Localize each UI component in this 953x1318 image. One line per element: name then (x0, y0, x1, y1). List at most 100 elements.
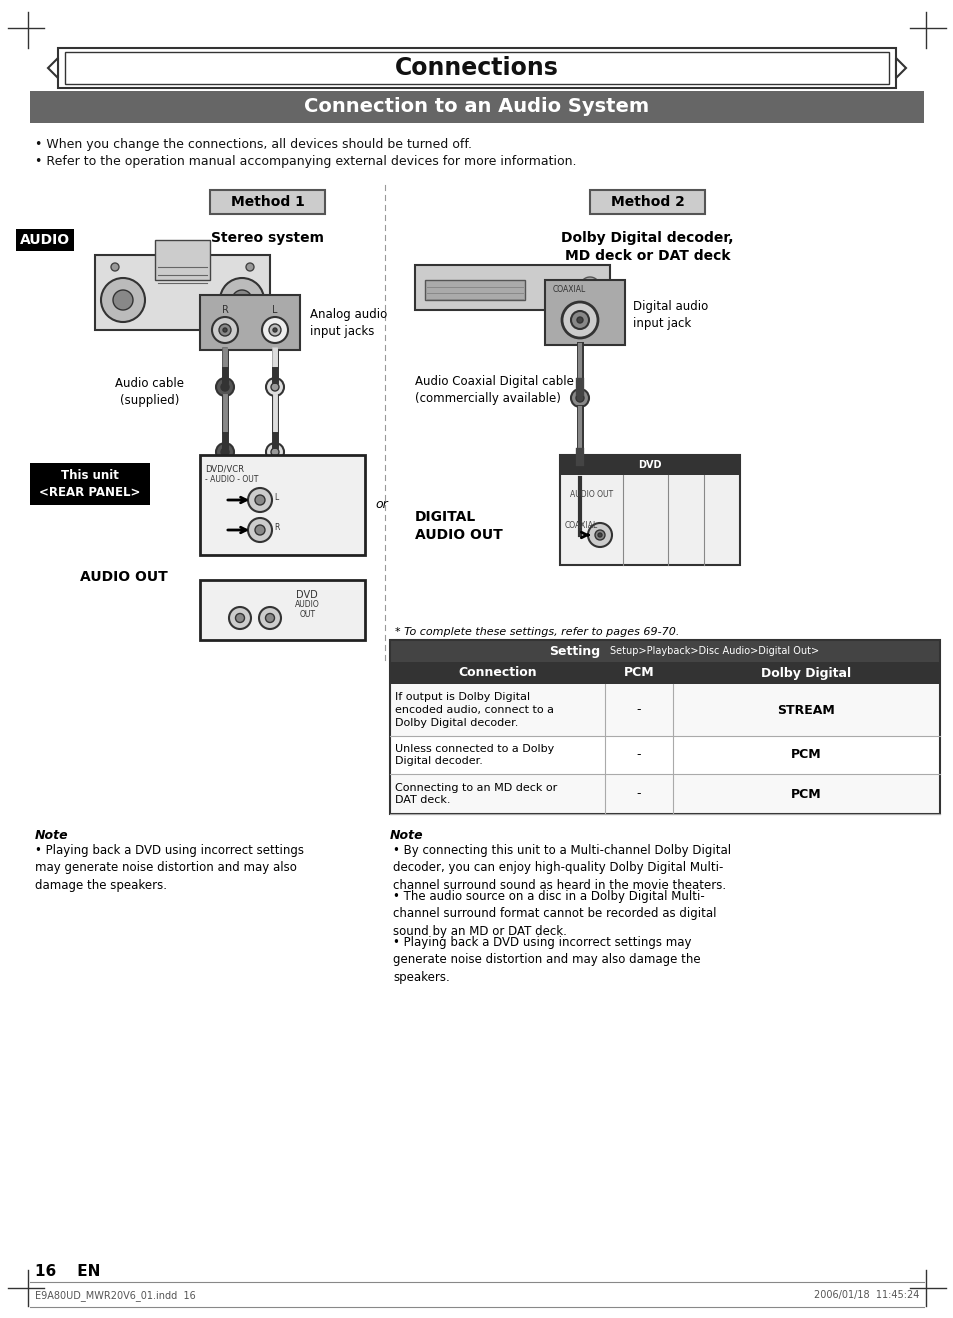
Polygon shape (48, 58, 58, 78)
Bar (200, 295, 299, 351)
Text: Dolby Digital: Dolby Digital (760, 667, 851, 680)
Text: AUDIO: AUDIO (20, 233, 70, 246)
Circle shape (577, 318, 582, 323)
Circle shape (232, 290, 252, 310)
Circle shape (571, 459, 588, 477)
Circle shape (248, 488, 272, 511)
Text: DVD: DVD (638, 460, 661, 471)
Bar (65, 51, 888, 84)
Circle shape (101, 278, 145, 322)
Text: DVD/VCR: DVD/VCR (205, 465, 244, 474)
Text: Audio cable
(supplied): Audio cable (supplied) (115, 377, 184, 407)
Circle shape (266, 443, 284, 461)
Bar (200, 580, 365, 641)
Text: -: - (636, 749, 640, 762)
Text: -: - (636, 787, 640, 800)
Text: Unless connected to a Dolby
Digital decoder.: Unless connected to a Dolby Digital deco… (395, 743, 554, 766)
Text: Note: Note (390, 829, 423, 842)
Circle shape (215, 378, 233, 395)
Polygon shape (895, 58, 905, 78)
Circle shape (595, 530, 604, 540)
Bar (415, 265, 609, 310)
Text: L: L (274, 493, 278, 502)
Text: Dolby Digital decoder,
MD deck or DAT deck: Dolby Digital decoder, MD deck or DAT de… (560, 231, 733, 264)
Circle shape (271, 448, 278, 456)
Bar (30, 91, 923, 123)
Bar (589, 190, 704, 214)
Circle shape (262, 318, 288, 343)
Bar (390, 735, 939, 774)
Text: Method 2: Method 2 (610, 195, 683, 210)
Circle shape (561, 302, 598, 337)
Text: PCM: PCM (790, 749, 821, 762)
Text: If output is Dolby Digital
encoded audio, connect to a
Dolby Digital decoder.: If output is Dolby Digital encoded audio… (395, 692, 554, 728)
Circle shape (576, 464, 583, 472)
Bar (559, 455, 740, 565)
Bar (424, 279, 524, 301)
Text: AUDIO OUT: AUDIO OUT (569, 490, 613, 500)
Text: or: or (375, 498, 387, 511)
Text: • By connecting this unit to a Multi-channel Dolby Digital
decoder, you can enjo: • By connecting this unit to a Multi-cha… (393, 844, 730, 892)
Circle shape (248, 518, 272, 542)
Circle shape (271, 384, 278, 391)
Circle shape (576, 394, 583, 402)
Bar (210, 190, 325, 214)
Bar (30, 463, 150, 505)
Bar (544, 279, 624, 345)
Text: Note: Note (35, 829, 69, 842)
Circle shape (212, 318, 237, 343)
Text: - AUDIO - OUT: - AUDIO - OUT (205, 474, 258, 484)
Text: 2006/01/18  11:45:24: 2006/01/18 11:45:24 (813, 1290, 918, 1300)
Circle shape (273, 328, 276, 332)
Circle shape (229, 608, 251, 629)
Circle shape (111, 264, 119, 272)
Text: PCM: PCM (790, 787, 821, 800)
Text: DIGITAL
AUDIO OUT: DIGITAL AUDIO OUT (415, 510, 502, 543)
Circle shape (112, 290, 132, 310)
Circle shape (220, 278, 264, 322)
Text: Connecting to an MD deck or
DAT deck.: Connecting to an MD deck or DAT deck. (395, 783, 557, 805)
Circle shape (221, 448, 229, 456)
Text: L: L (272, 304, 277, 315)
Bar (390, 684, 939, 735)
Text: • When you change the connections, all devices should be turned off.: • When you change the connections, all d… (35, 138, 472, 152)
Text: Audio Coaxial Digital cable
(commercially available): Audio Coaxial Digital cable (commerciall… (415, 376, 574, 405)
Bar (390, 641, 939, 662)
Text: COAXIAL: COAXIAL (553, 286, 586, 294)
Circle shape (221, 384, 229, 391)
Circle shape (254, 496, 265, 505)
Circle shape (266, 378, 284, 395)
Text: • Playing back a DVD using incorrect settings
may generate noise distortion and : • Playing back a DVD using incorrect set… (35, 844, 304, 892)
Circle shape (215, 443, 233, 461)
Bar (95, 254, 270, 330)
Text: AUDIO OUT: AUDIO OUT (80, 569, 168, 584)
Text: PCM: PCM (623, 667, 654, 680)
Text: * To complete these settings, refer to pages 69-70.: * To complete these settings, refer to p… (395, 627, 679, 637)
Bar (58, 47, 895, 88)
Text: • Playing back a DVD using incorrect settings may
generate noise distortion and : • Playing back a DVD using incorrect set… (393, 936, 700, 985)
Bar (154, 240, 210, 279)
Text: 16    EN: 16 EN (35, 1264, 100, 1278)
Text: Setting: Setting (548, 645, 599, 658)
Circle shape (246, 264, 253, 272)
Circle shape (258, 608, 281, 629)
Text: AUDIO
OUT: AUDIO OUT (294, 600, 319, 618)
Circle shape (219, 324, 231, 336)
Text: E9A80UD_MWR20V6_01.indd  16: E9A80UD_MWR20V6_01.indd 16 (35, 1290, 195, 1301)
Text: Digital audio
input jack: Digital audio input jack (633, 301, 707, 330)
Text: Connections: Connections (395, 55, 558, 80)
Circle shape (571, 389, 588, 407)
Text: R: R (221, 304, 228, 315)
Text: This unit
<REAR PANEL>: This unit <REAR PANEL> (39, 469, 140, 500)
Text: Setup>Playback>Disc Audio>Digital Out>: Setup>Playback>Disc Audio>Digital Out> (609, 646, 819, 656)
Text: STREAM: STREAM (777, 704, 835, 717)
Circle shape (269, 324, 281, 336)
Circle shape (254, 525, 265, 535)
Text: DVD: DVD (296, 590, 317, 600)
Text: R: R (274, 522, 279, 531)
Text: Method 1: Method 1 (231, 195, 304, 210)
Circle shape (571, 311, 588, 330)
Circle shape (579, 277, 599, 297)
Bar (390, 662, 939, 684)
Text: Connection: Connection (457, 667, 537, 680)
